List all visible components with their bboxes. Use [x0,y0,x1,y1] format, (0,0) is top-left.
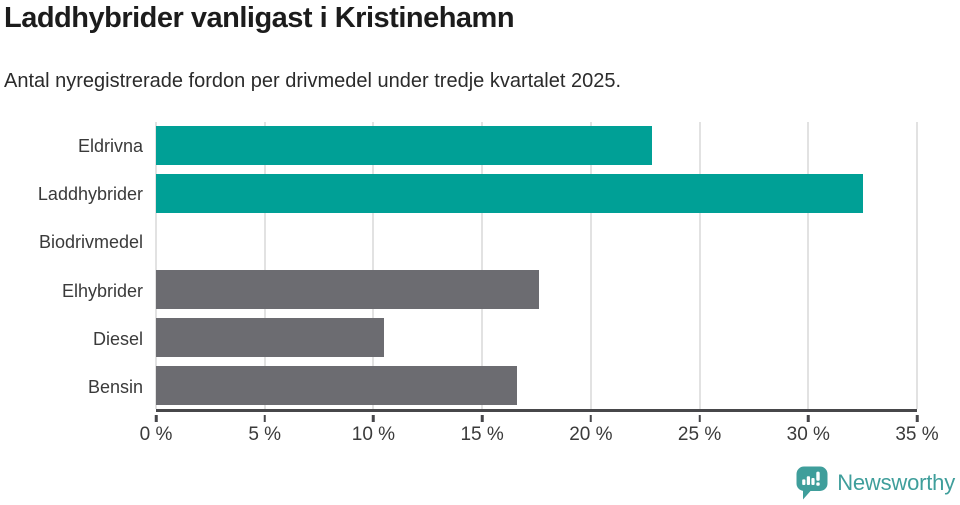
brand-name: Newsworthy [837,470,955,495]
gridlines [155,122,918,409]
bar [156,269,539,309]
x-tick-label: 30 % [786,424,830,445]
x-tick-label: 20 % [569,424,613,445]
x-axis-tick [154,415,158,422]
category-label: Laddhybrider [37,183,143,204]
x-tick-label: 5 % [248,424,282,445]
chart-subtitle: Antal nyregistrerade fordon per drivmede… [4,70,622,92]
bar-row [156,218,917,266]
bar [156,317,385,357]
x-axis-tick [807,415,810,422]
bar-row [156,122,917,170]
x-tick-label: 0 % [139,424,173,445]
plot-area [155,122,918,412]
category-labels: Eldrivna Laddhybrider Biodrivmedel Elhybrid… [0,122,143,412]
gridline [589,122,592,409]
gridline [916,122,918,409]
bar [156,174,863,214]
chart-title: Laddhybrider vanligast i Kristinehamn [4,2,515,34]
x-axis-ticks [154,415,919,423]
x-axis-tick [698,415,701,422]
x-tick-label: 10 % [351,424,396,445]
bar-row [156,361,917,409]
x-axis-tick [480,415,484,422]
gridline [372,122,375,409]
newsworthy-logo-icon [796,466,828,500]
x-axis-tick [915,415,919,422]
gridline [481,122,484,409]
bar-series [156,122,917,409]
x-axis-tick [372,415,375,422]
x-tick-label: 25 % [677,424,722,445]
category-label: Diesel [92,328,143,349]
category-label: Biodrivmedel [38,232,143,253]
category-label: Elhybrider [61,280,143,301]
bar-row [156,170,917,218]
gridline [263,122,266,409]
x-axis-labels: 0 % 5 % 10 % 15 % 20 % 25 % 30 % 35 % [140,424,939,448]
category-label: Bensin [87,377,143,398]
brand-footer: Newsworthy [796,466,955,500]
bar-row [156,265,917,313]
x-tick-label: 35 % [895,424,939,445]
x-axis-tick [589,415,593,422]
gridline [155,122,157,409]
category-label: Eldrivna [77,135,143,156]
x-tick-label: 15 % [460,424,504,445]
bar-row [156,313,917,361]
x-axis-tick [263,415,266,422]
bar [156,365,517,405]
bar [156,126,652,166]
gridline [807,122,810,409]
gridline [698,122,701,409]
